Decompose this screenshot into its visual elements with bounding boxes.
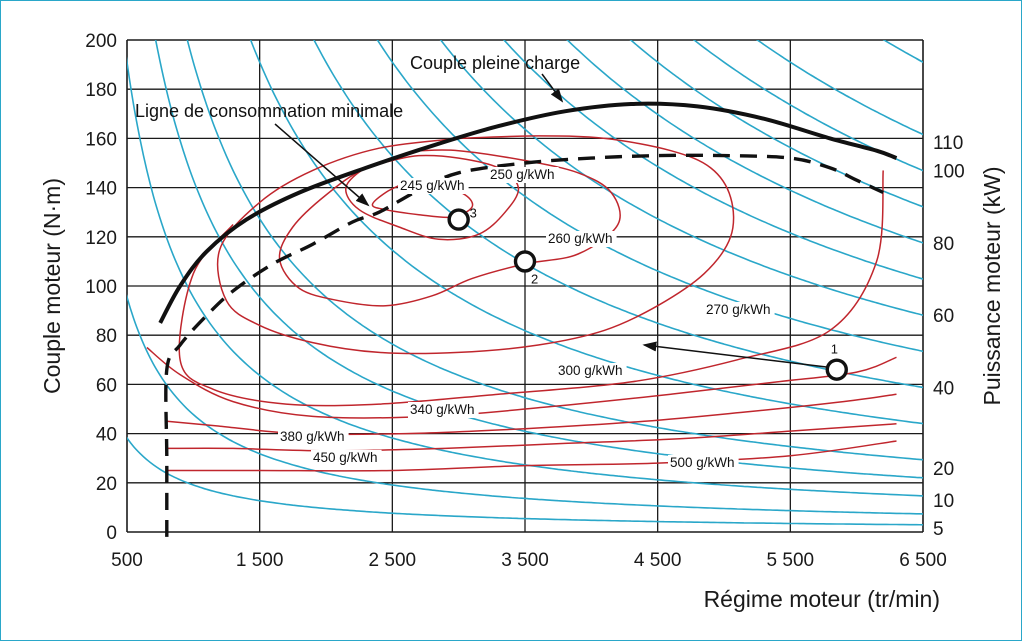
contour-label: 245 g/kWh (400, 178, 465, 193)
consumption-contour (166, 393, 897, 436)
contour-label: 270 g/kWh (706, 302, 771, 317)
power-tick-label: 5 (933, 519, 944, 540)
y-tick-label: 160 (85, 129, 117, 150)
power-curve (313, 40, 923, 389)
power-curve (692, 40, 923, 172)
consumption-contour (178, 170, 884, 407)
y-tick-label: 100 (85, 277, 117, 298)
power-tick-label: 80 (933, 234, 954, 255)
consumption-contour (166, 440, 897, 472)
consumption-contours (146, 135, 897, 472)
y-tick-label: 200 (85, 31, 117, 52)
power-curve (882, 40, 923, 64)
x-tick-label: 3 500 (501, 550, 549, 571)
power-curve (186, 40, 923, 461)
x-axis-title: Régime moteur (tr/min) (704, 586, 940, 612)
operating-point (825, 358, 848, 381)
grid (126, 39, 924, 533)
consumption-contour (216, 135, 735, 355)
power-curve (439, 40, 923, 317)
y-axis-title: Couple moteur (N·m) (39, 178, 65, 394)
power-curve (629, 40, 923, 208)
contour-label-bg (408, 402, 479, 418)
power-tick-label: 20 (933, 459, 954, 480)
full-load-pointer (541, 73, 564, 103)
axis-ticks: 500 1 500 2 500 3 500 4 500 5 500 6 500 0 20 40 60… (85, 31, 964, 571)
power-curve (502, 40, 923, 280)
contour-label: 450 g/kWh (313, 450, 378, 465)
power-tick-label: 60 (933, 306, 954, 327)
contour-label-bg (278, 429, 349, 445)
contour-label-bg (398, 178, 469, 194)
power-curve (154, 40, 923, 479)
consumption-contour (166, 423, 897, 452)
contour-label: 260 g/kWh (548, 231, 613, 246)
min-consumption-annotation: Ligne de consommation minimale (135, 101, 403, 121)
consumption-contour (345, 154, 520, 241)
contour-label-bg (311, 450, 382, 466)
operating-point-label: 2 (531, 271, 538, 286)
operating-point-label: 1 (831, 342, 838, 357)
main-lines (158, 101, 898, 537)
y-tick-label: 80 (96, 326, 117, 347)
full-load-annotation: Couple pleine charge (410, 53, 580, 73)
x-tick-label: 4 500 (634, 550, 682, 571)
contour-label-bg (668, 455, 739, 471)
power-tick-label: 110 (933, 133, 963, 154)
y-tick-label: 0 (106, 523, 117, 544)
power-curve (249, 40, 923, 425)
power-curve (376, 40, 923, 353)
contour-label-bg (488, 167, 559, 183)
operating-point (447, 208, 470, 231)
x-tick-label: 1 500 (236, 550, 284, 571)
min-consumption-pointer (274, 123, 370, 207)
consumption-contour (278, 149, 621, 307)
contour-label-bg (546, 231, 617, 247)
x-tick-label: 500 (111, 550, 143, 571)
y-tick-label: 40 (96, 425, 117, 446)
operating-points: 1 2 3 (447, 206, 848, 381)
y-tick-label: 140 (85, 179, 117, 200)
y-tick-label: 60 (96, 375, 117, 396)
contour-label: 300 g/kWh (558, 363, 623, 378)
y-tick-label: 180 (85, 80, 117, 101)
operating-point-label: 3 (470, 206, 477, 221)
operating-point (513, 250, 537, 273)
min-consumption-line (164, 153, 884, 537)
contour-label: 380 g/kWh (280, 429, 345, 444)
x-tick-label: 6 500 (899, 550, 947, 571)
contour-labels: 245 g/kWh 250 g/kWh 260 g/kWh 270 g/kWh 300 … (278, 167, 775, 471)
contour-label: 340 g/kWh (410, 402, 475, 417)
y-tick-label: 120 (85, 228, 117, 249)
x-tick-label: 5 500 (767, 550, 815, 571)
consumption-contour (146, 346, 897, 419)
operating-shift-arrow (642, 341, 828, 368)
power-tick-label: 10 (933, 491, 954, 512)
contour-label: 500 g/kWh (670, 455, 735, 470)
power-curve (127, 56, 923, 497)
power-tick-label: 40 (933, 378, 954, 399)
full-load-torque-line (158, 101, 898, 324)
contour-label: 250 g/kWh (490, 167, 555, 182)
y2-axis-title: Puissance moteur (kW) (979, 166, 1005, 405)
contour-label-bg (704, 302, 775, 318)
power-curve (127, 294, 923, 515)
power-tick-label: 100 (933, 162, 965, 183)
x-tick-label: 2 500 (369, 550, 417, 571)
y-tick-label: 20 (96, 474, 117, 495)
power-curve (127, 436, 923, 526)
power-curve (797, 0, 989, 29)
power-curve (756, 40, 923, 136)
contour-label-bg (556, 363, 627, 379)
